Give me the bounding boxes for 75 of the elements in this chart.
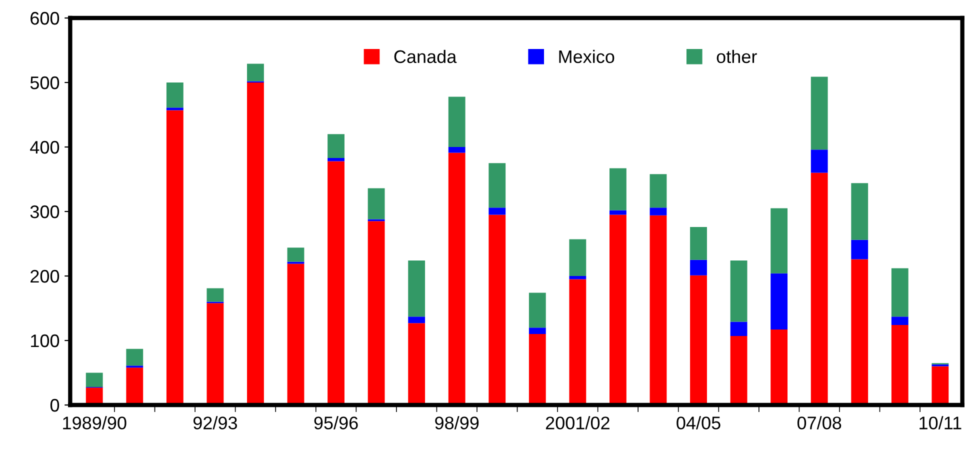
bar [86,372,103,387]
bar [690,226,707,260]
bar [488,163,506,208]
bar [166,82,184,108]
bar [650,174,667,208]
bar [528,328,546,334]
bar [690,275,707,405]
bar [730,260,748,322]
bar [488,214,506,405]
bar [770,273,788,330]
bar [126,348,144,366]
bar [569,279,586,405]
x-tick-label: 92/93 [193,416,237,430]
bar [206,303,224,405]
bar [851,183,868,240]
bar [610,210,626,215]
x-tick-label: 95/96 [314,416,358,430]
bar [650,208,667,216]
bar [328,161,344,405]
legend-label: Mexico [559,50,614,64]
bar [528,292,546,328]
bar [610,214,626,405]
bar [569,239,586,276]
x-tick-label: 10/11 [920,416,962,430]
bar [328,158,344,162]
bar [810,172,828,405]
bar [448,152,466,405]
bar [166,108,184,110]
x-tick-label: 07/08 [797,416,842,430]
y-tick-label: 100 [31,334,60,348]
bar [730,336,748,405]
bar [690,260,707,276]
bar [650,215,667,405]
bar [569,276,586,280]
bar [610,168,626,210]
bar [368,221,385,405]
legend-label: Canada [394,50,457,64]
bar [770,208,788,274]
bar [810,150,828,173]
bar [730,322,748,336]
x-tick-label: 1989/90 [63,416,126,430]
bar [368,188,385,220]
bar [166,110,184,405]
bar [287,264,304,405]
x-tick-label: 2001/02 [546,416,610,430]
bar [488,208,506,215]
bar [328,134,344,158]
y-tick-label: 600 [30,12,60,25]
bar [287,248,304,262]
y-tick-label: 0 [50,398,60,412]
bar [770,330,788,405]
legend-label: other [716,50,757,64]
bar [851,240,868,260]
y-tick-label: 200 [30,270,60,283]
bar [408,323,426,405]
bar [408,316,426,324]
bar [891,325,908,405]
y-tick-label: 500 [30,76,60,90]
bar [528,334,546,405]
x-tick-label: 04/05 [676,416,720,430]
bar [126,368,144,405]
bar [206,288,224,302]
y-tick-label: 300 [30,205,60,218]
bar [247,64,264,82]
bar [408,260,426,317]
y-tick-label: 400 [30,140,60,154]
bar [810,76,828,150]
bar [448,147,466,153]
bar [247,82,264,405]
bar [891,268,908,317]
bar [891,316,908,326]
bar [932,366,949,405]
bar [851,259,868,405]
x-tick-label: 98/99 [435,416,479,430]
bar [448,96,466,147]
